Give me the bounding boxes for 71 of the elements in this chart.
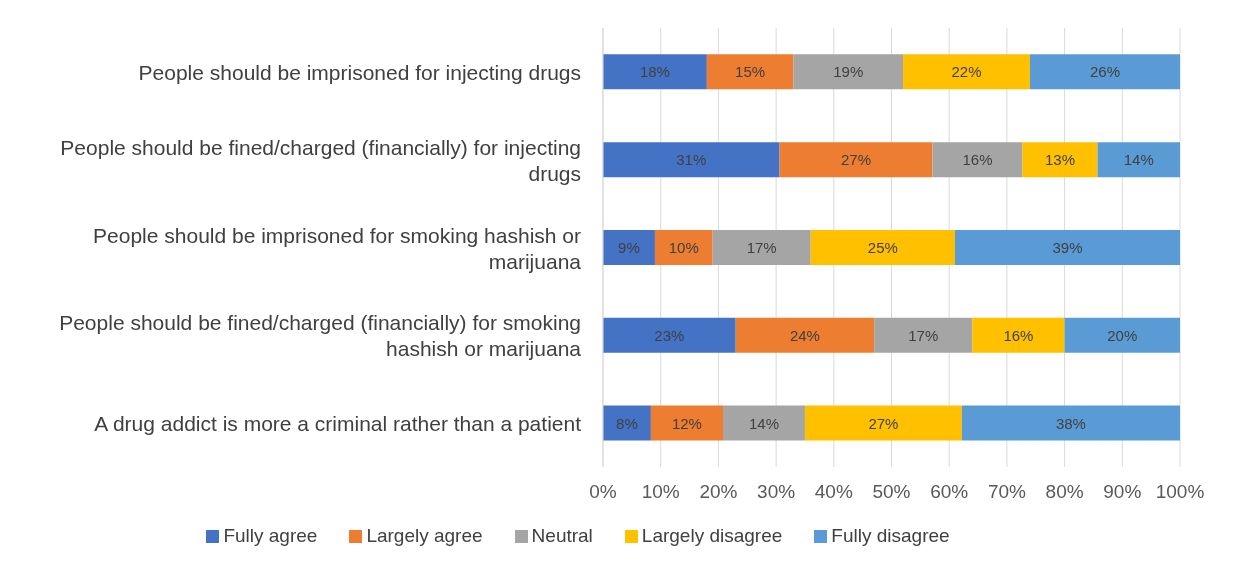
data-label: 20% (1107, 326, 1138, 344)
bar (706, 54, 794, 90)
data-label: 38% (1055, 414, 1086, 432)
x-tick-label: 80% (1045, 481, 1084, 503)
data-label: 26% (1089, 63, 1121, 81)
legend-label: Largely disagree (641, 525, 783, 546)
y-tick-label: A drug addict is more a criminal rather than a patient (94, 411, 582, 435)
x-tick-label: 20% (699, 481, 738, 503)
bar (650, 405, 724, 441)
data-label: 17% (746, 238, 777, 256)
data-label: 14% (1123, 151, 1154, 169)
data-label: 17% (908, 326, 939, 344)
data-label: 18% (639, 63, 670, 81)
data-label: 13% (1044, 151, 1075, 169)
data-label: 22% (951, 63, 982, 81)
bar (932, 142, 1023, 178)
data-label: 15% (735, 63, 766, 81)
bar (1064, 317, 1180, 353)
bar (1022, 142, 1098, 178)
bar (603, 142, 780, 178)
data-label: 31% (676, 151, 707, 169)
data-label: 39% (1052, 238, 1083, 256)
x-tick-label: 30% (757, 481, 796, 503)
legend-label: Largely agree (366, 525, 483, 546)
bar (961, 405, 1180, 441)
legend-label: Fully agree (223, 525, 318, 546)
y-tick-label: People should be fined/charged (financially) for injecting drugs (60, 135, 581, 185)
bar (603, 317, 736, 353)
y-tick-label: People should be imprisoned for injecting drugs (138, 60, 581, 84)
x-tick-label: 40% (814, 481, 853, 503)
bar (903, 54, 1030, 90)
bar (954, 229, 1180, 265)
data-label: 27% (841, 151, 872, 169)
data-label: 14% (748, 414, 779, 432)
legend-label: Fully disagree (831, 525, 950, 546)
bar (779, 142, 933, 178)
bar (603, 229, 655, 265)
bar (804, 405, 962, 441)
bar (874, 317, 973, 353)
data-label: 8% (616, 414, 638, 432)
data-label: 16% (962, 151, 993, 169)
bar (735, 317, 875, 353)
bar (603, 405, 651, 441)
bar (712, 229, 811, 265)
x-tick-label: 70% (987, 481, 1027, 503)
x-tick-label: 0% (589, 481, 617, 503)
data-label: 27% (868, 414, 899, 432)
x-tick-label: 50% (872, 481, 911, 503)
legend-label: Neutral (531, 525, 593, 546)
bar (603, 54, 707, 90)
data-label: 9% (618, 238, 640, 256)
bar (1029, 54, 1180, 90)
bar (1097, 142, 1180, 178)
bar (972, 317, 1065, 353)
y-tick-label: People should be imprisoned for smoking hashish or marijuana (93, 223, 582, 272)
data-label: 19% (833, 63, 864, 81)
bar (793, 54, 904, 90)
data-label: 25% (867, 238, 898, 256)
x-tick-label: 10% (641, 481, 680, 503)
data-label: 23% (654, 326, 685, 344)
x-tick-label: 100% (1155, 481, 1205, 503)
data-label: 10% (668, 238, 699, 256)
y-tick-label: People should be fined/charged (financially) for smoking hashish or marijuana (59, 310, 582, 360)
bar (810, 229, 955, 265)
x-tick-label: 60% (930, 481, 969, 503)
bar (723, 405, 805, 441)
data-label: 12% (671, 414, 702, 432)
x-tick-label: 90% (1103, 481, 1142, 503)
data-label: 24% (789, 326, 820, 344)
data-label: 16% (1003, 326, 1034, 344)
bar (654, 229, 713, 265)
